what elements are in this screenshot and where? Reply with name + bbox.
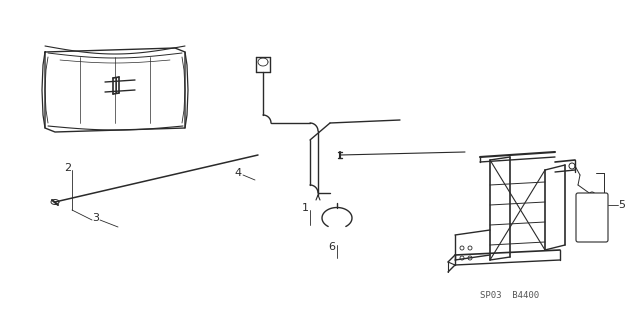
Text: SP03  B4400: SP03 B4400 [481,291,540,300]
Text: 1: 1 [301,203,308,213]
Text: 5: 5 [618,200,625,210]
Text: 4: 4 [234,168,241,178]
FancyBboxPatch shape [576,193,608,242]
Text: 3: 3 [93,213,99,223]
Text: 2: 2 [65,163,72,173]
Text: 6: 6 [328,242,335,252]
